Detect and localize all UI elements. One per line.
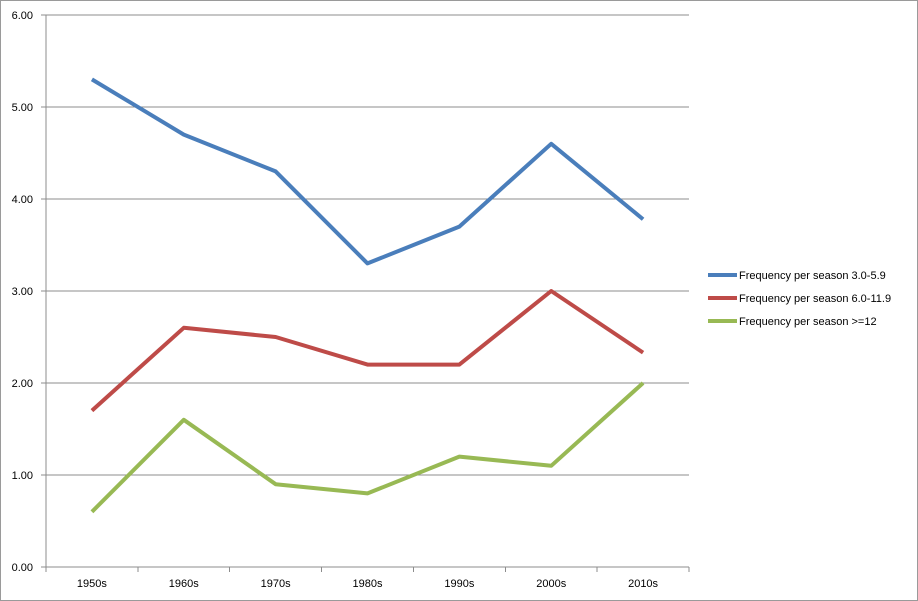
x-tick-label: 2000s bbox=[536, 578, 566, 590]
y-tick-label: 3.00 bbox=[12, 286, 33, 298]
series-line-2 bbox=[90, 289, 645, 413]
y-tick-label: 5.00 bbox=[12, 102, 33, 114]
legend-label: Frequency per season 6.0-11.9 bbox=[739, 293, 891, 305]
legend-label: Frequency per season >=12 bbox=[739, 316, 877, 328]
x-tick-label: 1960s bbox=[169, 578, 199, 590]
x-tick-label: 1980s bbox=[353, 578, 383, 590]
x-tick-label: 1990s bbox=[444, 578, 474, 590]
series-line-1 bbox=[90, 77, 645, 266]
x-tick-label: 1950s bbox=[77, 578, 107, 590]
y-tick-label: 4.00 bbox=[12, 194, 33, 206]
x-tick-label: 1970s bbox=[261, 578, 291, 590]
series-line-3 bbox=[90, 381, 645, 514]
legend-label: Frequency per season 3.0-5.9 bbox=[739, 270, 886, 282]
x-tick-label: 2010s bbox=[628, 578, 658, 590]
y-tick-label: 0.00 bbox=[12, 562, 33, 574]
y-tick-label: 6.00 bbox=[12, 10, 33, 22]
y-tick-label: 2.00 bbox=[12, 378, 33, 390]
y-tick-label: 1.00 bbox=[12, 470, 33, 482]
